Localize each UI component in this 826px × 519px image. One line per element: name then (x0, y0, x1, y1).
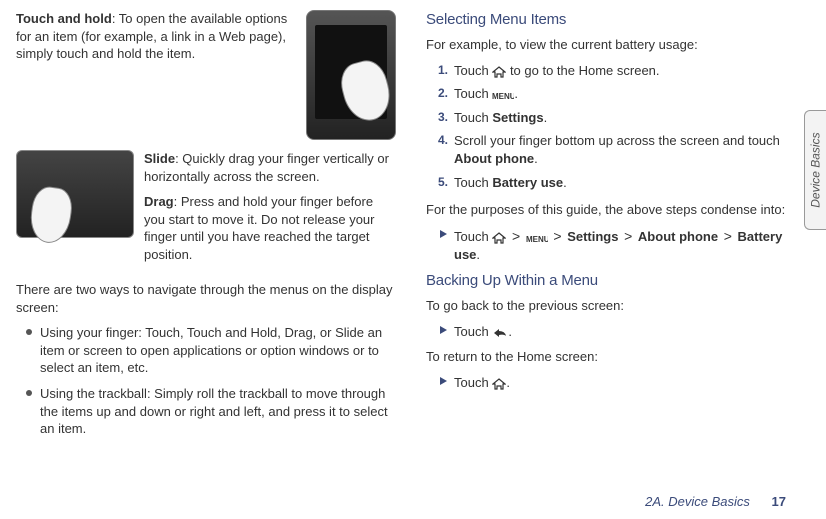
step-2: 2. Touch MENU. (440, 85, 792, 103)
back-item: Touch . (440, 323, 792, 341)
back-intro: To go back to the previous screen: (426, 297, 792, 315)
side-tab: Device Basics (804, 110, 826, 230)
drag-text: : Press and hold your finger before you … (144, 194, 375, 262)
gt-icon: > (553, 227, 561, 246)
back-list: Touch . (426, 323, 792, 341)
side-tab-label: Device Basics (807, 132, 823, 207)
hand-illustration-2 (27, 184, 74, 245)
condensed-list: Touch > MENU > Settings > About phone > … (426, 227, 792, 263)
svg-text:MENU: MENU (492, 92, 514, 101)
home-list: Touch . (426, 374, 792, 392)
home-icon (492, 231, 506, 244)
gt-icon: > (624, 227, 632, 246)
slide-paragraph: Slide: Quickly drag your finger vertical… (144, 150, 396, 185)
condense-intro: For the purposes of this guide, the abov… (426, 201, 792, 219)
slide-lead: Slide (144, 151, 175, 166)
menu-icon: MENU (526, 231, 548, 244)
home-item: Touch . (440, 374, 792, 392)
step-5: 5. Touch Battery use. (440, 174, 792, 192)
list-item: Using the trackball: Simply roll the tra… (30, 385, 396, 438)
heading-backing-up: Backing Up Within a Menu (426, 271, 792, 291)
slide-text: : Quickly drag your finger vertically or… (144, 151, 389, 184)
drag-paragraph: Drag: Press and hold your finger before … (144, 193, 396, 263)
touch-hold-figure (306, 10, 396, 140)
gt-icon: > (724, 227, 732, 246)
back-icon (492, 326, 508, 339)
svg-text:MENU: MENU (526, 235, 548, 244)
intro-battery-usage: For example, to view the current battery… (426, 36, 792, 54)
steps-list: 1. Touch to go to the Home screen. 2. To… (426, 62, 792, 191)
home-intro: To return to the Home screen: (426, 348, 792, 366)
drag-lead: Drag (144, 194, 174, 209)
condensed-item: Touch > MENU > Settings > About phone > … (440, 227, 792, 263)
step-3: 3. Touch Settings. (440, 109, 792, 127)
nav-intro: There are two ways to navigate through t… (16, 281, 396, 316)
step-4: 4. Scroll your finger bottom up across t… (440, 132, 792, 167)
footer-section: 2A. Device Basics (645, 494, 750, 509)
slide-figure (16, 150, 134, 238)
menu-icon: MENU (492, 88, 514, 101)
hand-illustration (336, 56, 396, 126)
gt-icon: > (512, 227, 520, 246)
footer-page-number: 17 (772, 494, 786, 509)
home-icon (492, 65, 506, 78)
nav-bullet-list: Using your finger: Touch, Touch and Hold… (16, 324, 396, 437)
page-footer: 2A. Device Basics 17 (645, 493, 786, 511)
touch-hold-lead: Touch and hold (16, 11, 112, 26)
list-item: Using your finger: Touch, Touch and Hold… (30, 324, 396, 377)
home-icon (492, 377, 506, 390)
heading-selecting-menu-items: Selecting Menu Items (426, 10, 792, 30)
step-1: 1. Touch to go to the Home screen. (440, 62, 792, 80)
